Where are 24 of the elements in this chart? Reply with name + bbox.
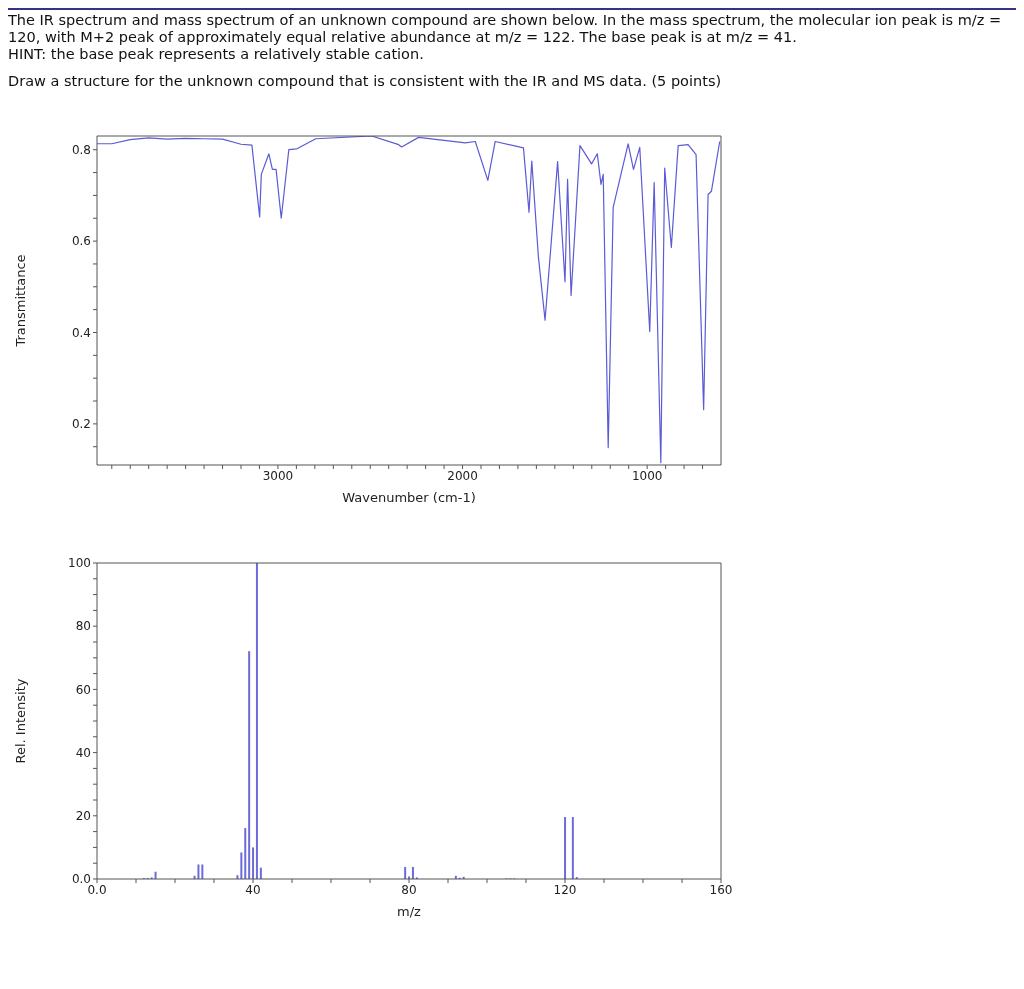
y-tick-label: 0.6 [71, 234, 91, 249]
text: Draw a structure for the unknown compound that is consistent with the IR and MS data. (5 points) [8, 73, 723, 90]
x-tick-label: 1000 [631, 468, 663, 483]
x-axis-title: m/z [397, 904, 422, 919]
x-tick-label: 3000 [262, 468, 294, 483]
y-axis-title: Transmittance [12, 254, 28, 348]
y-axis-title: Rel. Intensity [12, 678, 28, 764]
x-tick-label: 2000 [447, 468, 478, 483]
y-tick-label: 80 [75, 619, 91, 634]
y-tick-label: 100 [68, 556, 91, 571]
x-axis-title: Wavenumber (cm-1) [342, 490, 476, 505]
y-tick-label: 0.4 [71, 325, 91, 340]
x-tick-label: 120 [553, 882, 577, 897]
y-tick-label: 0.2 [71, 417, 91, 432]
y-tick-label: 20 [75, 809, 91, 824]
x-tick-label: 80 [401, 882, 417, 897]
x-tick-label: 160 [709, 882, 733, 897]
text: HINT: the base peak represents a relatively stable cation. [8, 46, 425, 63]
x-tick-label: 0.0 [87, 882, 107, 897]
x-tick-label: 40 [245, 882, 261, 897]
y-tick-label: 40 [75, 745, 91, 760]
y-tick-label: 60 [75, 682, 91, 697]
chart-title: The IR spectrum and mass spectrum of an unknown compound are shown below. In the mass spectrum, the molecular ion peak is m/z = 120, with M+2 peak of approximately equal relative abundance at m/z = 122. The base peak is at m/z = 41. [8, 12, 1003, 46]
y-tick-label: 0.8 [71, 142, 91, 157]
